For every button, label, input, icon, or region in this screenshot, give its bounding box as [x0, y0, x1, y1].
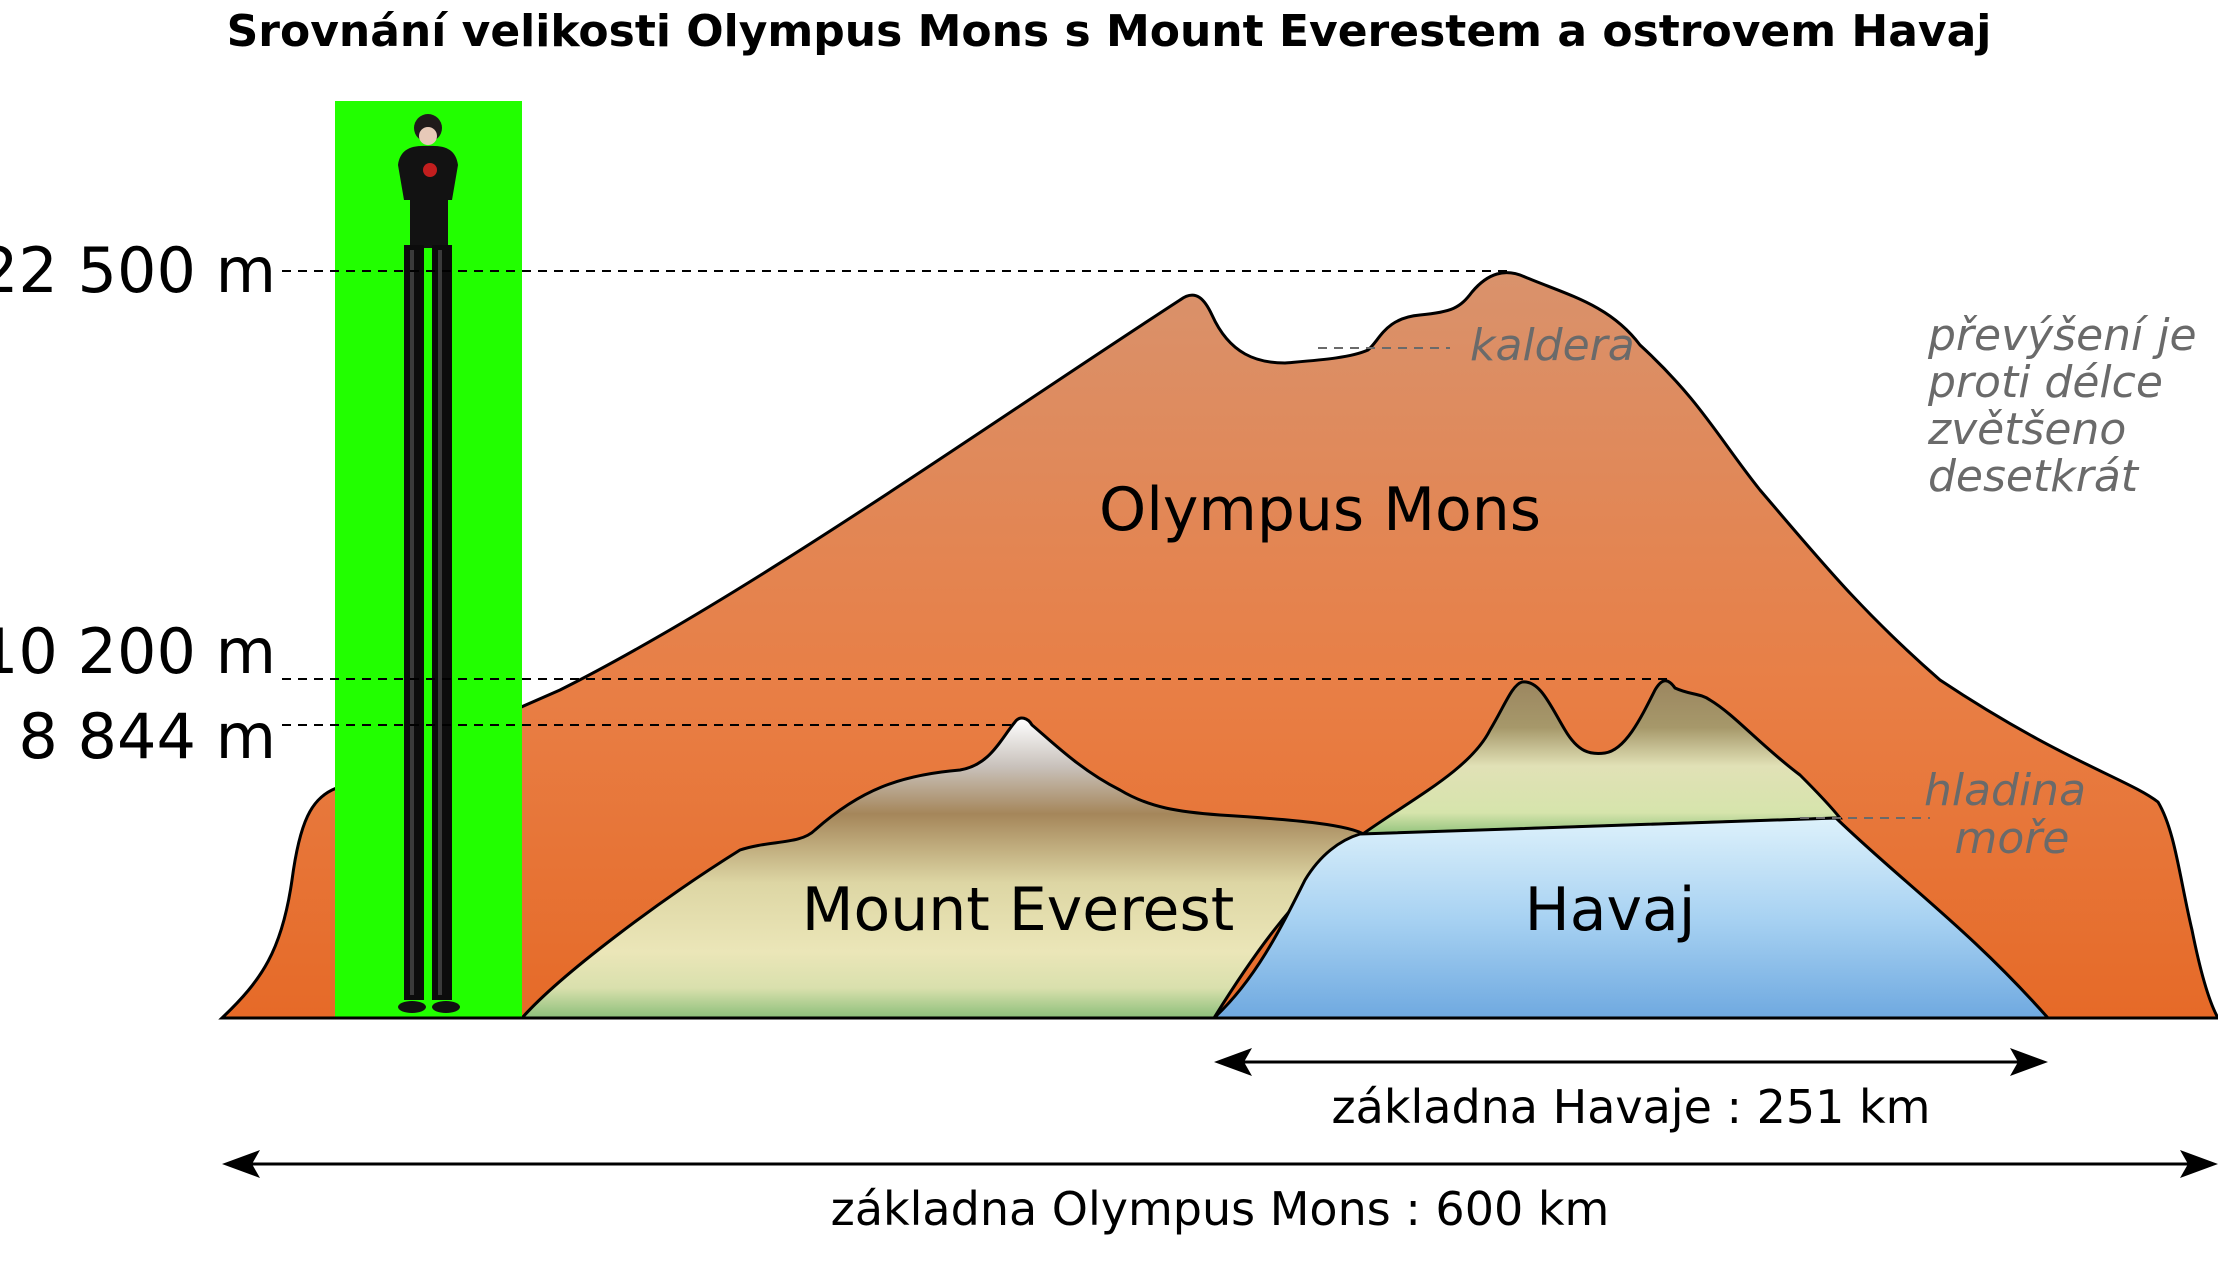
- height-label-hawaii: 10 200 m: [0, 615, 276, 688]
- exaggeration-line-4: desetkrát: [1928, 451, 2140, 502]
- scale-figure: [335, 101, 522, 1018]
- hawaii-base-arrow: [1214, 1048, 2048, 1076]
- caldera-annotation: kaldera: [1470, 320, 1635, 371]
- person-figure: [398, 114, 460, 1013]
- olympus-base-arrow: [222, 1150, 2218, 1178]
- sea-level-line-2: moře: [1955, 813, 2070, 864]
- diagram-title: Srovnání velikosti Olympus Mons s Mount …: [227, 6, 1992, 57]
- exaggeration-line-1: převýšení je: [1927, 310, 2197, 361]
- exaggeration-line-2: proti délce: [1927, 357, 2163, 408]
- hawaii-island-shape: [1359, 679, 1844, 838]
- exaggeration-note: převýšení je proti délce zvětšeno desetk…: [1927, 310, 2211, 502]
- label-hawaii: Havaj: [1525, 875, 1696, 945]
- mount-everest-shape: [518, 716, 1368, 1020]
- height-label-olympus: 22 500 m: [0, 234, 276, 307]
- exaggeration-line-3: zvětšeno: [1927, 404, 2126, 455]
- scale-figure-background: [335, 101, 522, 1018]
- sea-level-line-1: hladina: [1924, 765, 2086, 816]
- label-olympus-mons: Olympus Mons: [1099, 475, 1541, 545]
- sea-level-annotation: hladina moře: [1924, 765, 2100, 864]
- label-mount-everest: Mount Everest: [802, 875, 1235, 945]
- hawaii-underwater-shape: [1210, 816, 2052, 1020]
- hawaii-base-label: základna Havaje : 251 km: [1332, 1080, 1931, 1134]
- height-label-everest: 8 844 m: [18, 700, 276, 773]
- olympus-base-label: základna Olympus Mons : 600 km: [831, 1182, 1610, 1236]
